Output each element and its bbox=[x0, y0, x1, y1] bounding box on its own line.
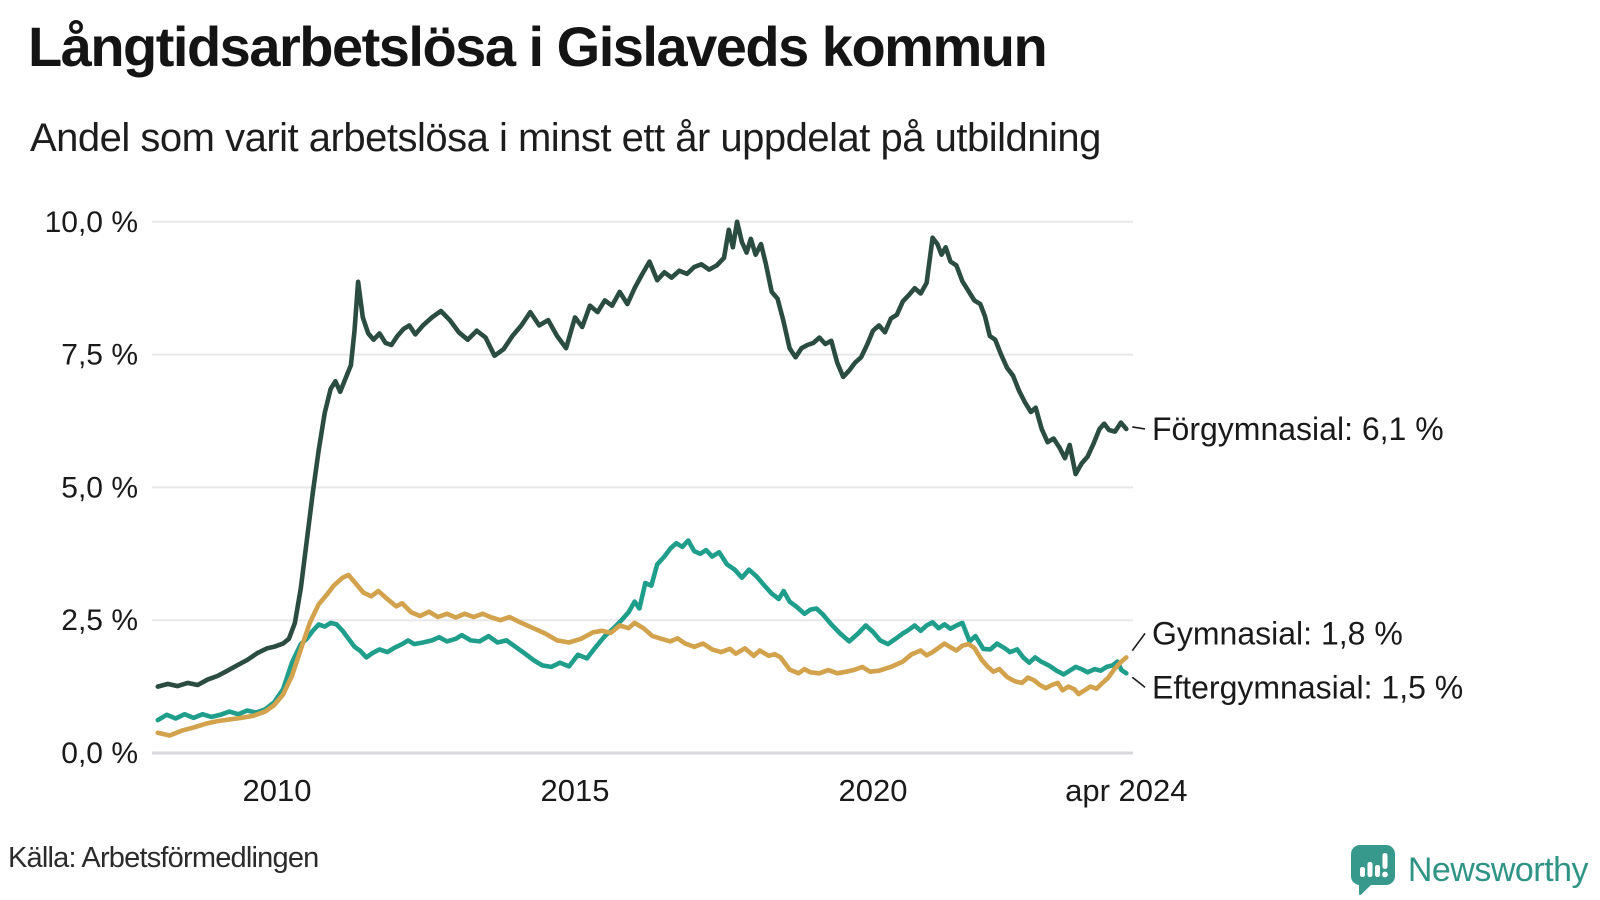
series-end-label-forgymnasial: Förgymnasial: 6,1 % bbox=[1152, 411, 1444, 447]
x-tick-label: 2015 bbox=[541, 773, 610, 808]
y-tick-label: 10,0 % bbox=[45, 206, 138, 239]
page-subtitle: Andel som varit arbetslösa i minst ett å… bbox=[30, 116, 1101, 160]
brand-name: Newsworthy bbox=[1407, 850, 1589, 889]
brand-logo: Newsworthy bbox=[1350, 844, 1589, 896]
series-end-connector-eftergymnasial bbox=[1131, 676, 1146, 688]
y-tick-label: 7,5 % bbox=[61, 339, 138, 372]
series-end-label-eftergymnasial: Eftergymnasial: 1,5 % bbox=[1152, 669, 1463, 705]
page-title: Långtidsarbetslösa i Gislaveds kommun bbox=[28, 15, 1048, 78]
series-end-connector-forgymnasial bbox=[1132, 426, 1146, 430]
series-line-eftergymnasial bbox=[155, 538, 1129, 723]
series-line-forgymnasial bbox=[155, 219, 1129, 689]
source-note: Källa: Arbetsförmedlingen bbox=[8, 842, 319, 874]
newsworthy-bubble-icon bbox=[1350, 845, 1395, 896]
series-end-connector-gymnasial bbox=[1131, 632, 1146, 652]
x-tick-label: 2010 bbox=[243, 773, 312, 808]
y-tick-label: 2,5 % bbox=[61, 604, 138, 637]
x-tick-label: 2020 bbox=[839, 773, 908, 808]
series-line-gymnasial bbox=[155, 572, 1129, 738]
series-end-label-gymnasial: Gymnasial: 1,8 % bbox=[1152, 615, 1403, 651]
y-tick-label: 0,0 % bbox=[61, 737, 138, 770]
x-tick-label: apr 2024 bbox=[1065, 773, 1187, 808]
y-tick-label: 5,0 % bbox=[61, 471, 138, 504]
